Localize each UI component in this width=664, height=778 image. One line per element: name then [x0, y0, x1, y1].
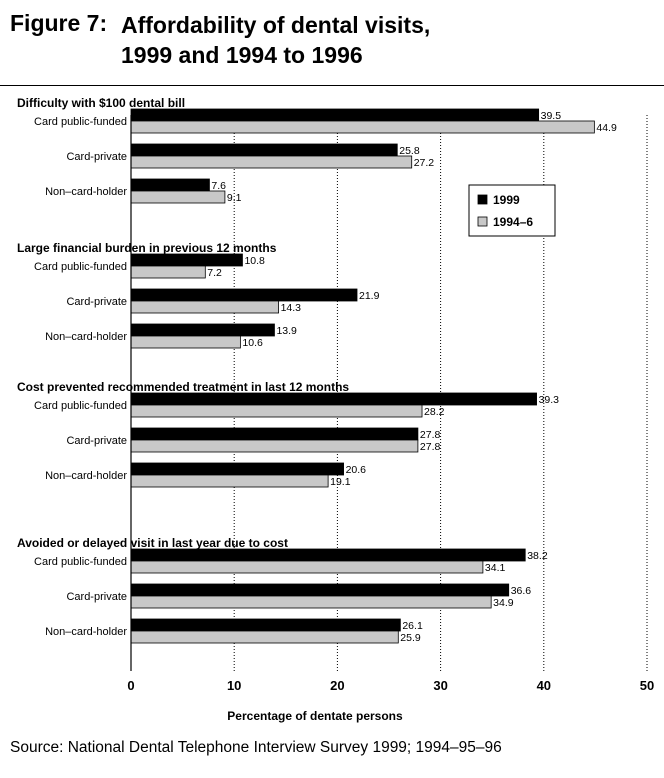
- data-label: 34.9: [493, 597, 514, 609]
- data-label: 38.2: [527, 550, 548, 562]
- category-label: Card-private: [66, 435, 127, 447]
- figure-label: Figure 7:: [10, 10, 108, 36]
- bar-1999: [130, 583, 510, 597]
- category-label: Non–card-holder: [45, 331, 127, 343]
- category-label: Card-private: [66, 591, 127, 603]
- data-label: 26.1: [402, 620, 423, 632]
- panel-title-2: Large financial burden in previous 12 mo…: [17, 241, 277, 255]
- data-label: 27.8: [420, 429, 441, 441]
- x-tick-label: 50: [640, 678, 654, 693]
- category-label: Card public-funded: [34, 261, 127, 273]
- figure-title: Affordability of dental visits, 1999 and…: [121, 10, 430, 70]
- bar-1994-6: [130, 595, 492, 609]
- bar-1999: [130, 618, 401, 632]
- category-label: Non–card-holder: [45, 186, 127, 198]
- panel-title-4: Avoided or delayed visit in last year du…: [17, 536, 288, 550]
- figure-title-line-2: 1999 and 1994 to 1996: [121, 42, 363, 68]
- data-label: 10.6: [242, 337, 263, 349]
- bar-1999: [130, 143, 398, 157]
- x-tick-label: 10: [227, 678, 241, 693]
- data-label: 13.9: [276, 325, 297, 337]
- panel-title-1: Difficulty with $100 dental bill: [17, 96, 185, 110]
- data-label: 28.2: [424, 406, 445, 418]
- bar-1994-6: [130, 474, 329, 488]
- bar-1999: [130, 253, 243, 267]
- category-label: Card public-funded: [34, 556, 127, 568]
- bar-1994-6: [130, 560, 484, 574]
- bar-1999: [130, 323, 275, 337]
- bar-1994-6: [130, 404, 423, 418]
- bar-1999: [130, 392, 537, 406]
- bar-1999: [130, 288, 358, 302]
- data-label: 34.1: [485, 562, 506, 574]
- data-label: 25.9: [400, 632, 421, 644]
- bar-1994-6: [130, 120, 595, 134]
- bar-1994-6: [130, 300, 279, 314]
- bar-1994-6: [130, 265, 206, 279]
- category-label: Card public-funded: [34, 116, 127, 128]
- bar-1994-6: [130, 630, 399, 644]
- category-label: Card-private: [66, 296, 127, 308]
- data-label: 39.5: [541, 110, 562, 122]
- category-label: Non–card-holder: [45, 470, 127, 482]
- x-tick-label: 20: [330, 678, 344, 693]
- x-tick-label: 0: [127, 678, 134, 693]
- data-label: 36.6: [511, 585, 532, 597]
- data-label: 27.2: [414, 157, 435, 169]
- category-label: Card-private: [66, 151, 127, 163]
- data-label: 21.9: [359, 290, 380, 302]
- bar-1999: [130, 462, 344, 476]
- legend-label-2: 1994–6: [493, 215, 533, 229]
- data-label: 14.3: [281, 302, 302, 314]
- x-axis-label: Percentage of dentate persons: [227, 709, 403, 723]
- bar-1999: [130, 108, 540, 122]
- bar-1994-6: [130, 155, 413, 169]
- x-tick-label: 30: [433, 678, 447, 693]
- x-tick-label: 40: [537, 678, 551, 693]
- legend-swatch-1: [477, 194, 488, 205]
- source-note: Source: National Dental Telephone Interv…: [10, 739, 502, 756]
- bar-1994-6: [130, 190, 226, 204]
- bar-1999: [130, 178, 210, 192]
- data-label: 9.1: [227, 192, 242, 204]
- bar-1994-6: [130, 439, 419, 453]
- data-label: 25.8: [399, 145, 420, 157]
- data-label: 44.9: [596, 122, 617, 134]
- legend-swatch-2: [477, 216, 488, 227]
- data-label: 20.6: [346, 464, 367, 476]
- bar-chart: Difficulty with $100 dental bill Card pub…: [17, 96, 654, 723]
- bar-1994-6: [130, 335, 241, 349]
- panel-title-3: Cost prevented recommended treatment in …: [17, 380, 349, 394]
- legend-box: [468, 184, 556, 237]
- bar-1999: [130, 427, 419, 441]
- data-label: 19.1: [330, 476, 351, 488]
- bar-1999: [130, 548, 526, 562]
- figure-title-line-1: Affordability of dental visits,: [121, 12, 431, 38]
- category-label: Card public-funded: [34, 400, 127, 412]
- data-label: 7.6: [211, 180, 226, 192]
- data-label: 10.8: [244, 255, 265, 267]
- figure-header: Figure 7: Affordability of dental visits…: [0, 0, 664, 86]
- data-label: 39.3: [539, 394, 560, 406]
- legend-label-1: 1999: [493, 193, 520, 207]
- category-label: Non–card-holder: [45, 626, 127, 638]
- data-label: 27.8: [420, 441, 441, 453]
- data-label: 7.2: [207, 267, 222, 279]
